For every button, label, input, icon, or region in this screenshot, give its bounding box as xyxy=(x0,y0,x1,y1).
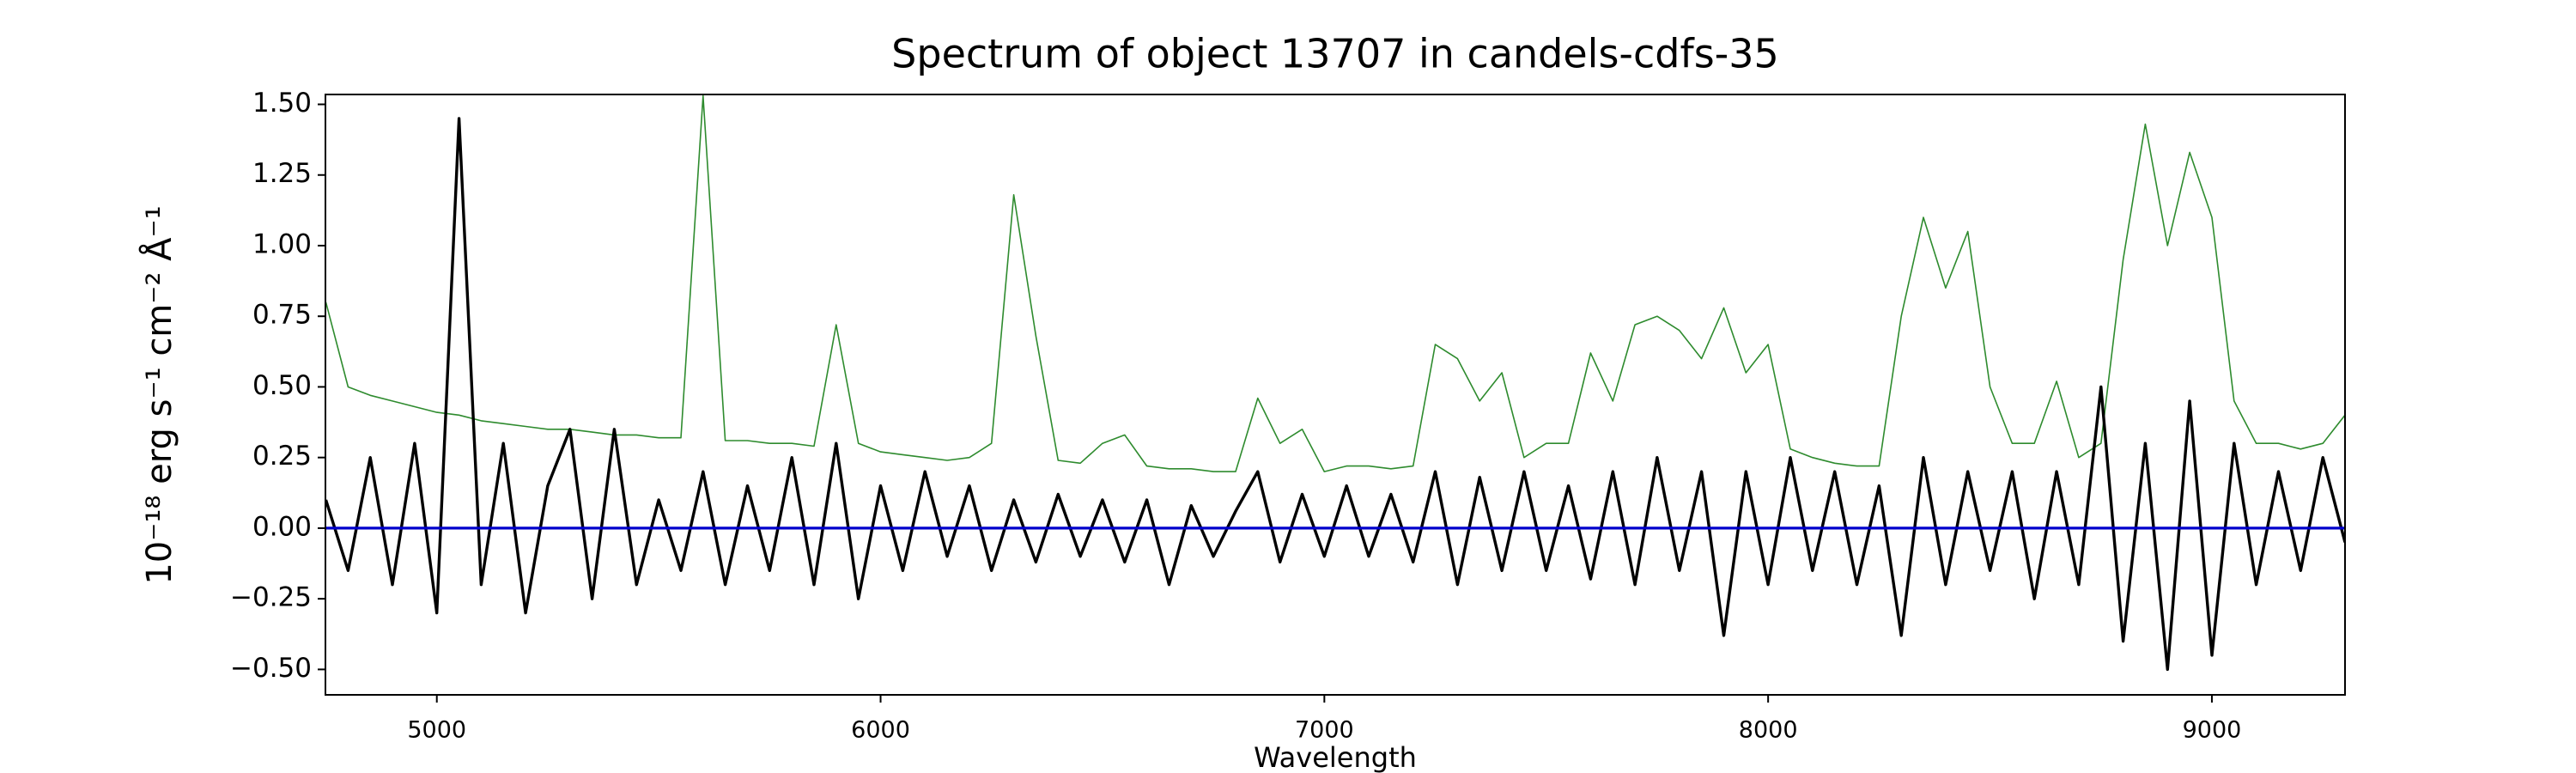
x-axis-label: Wavelength xyxy=(1254,741,1417,773)
chart-title: Spectrum of object 13707 in candels-cdfs… xyxy=(891,31,1779,77)
plot-area xyxy=(325,94,2345,672)
spectrum-line xyxy=(325,94,2345,472)
x-tick-label: 9000 xyxy=(2183,717,2242,744)
x-tick-label: 6000 xyxy=(851,717,910,744)
y-tick-label: −0.50 xyxy=(230,653,312,684)
y-tick-label: 0.00 xyxy=(252,511,312,542)
y-tick-label: 1.50 xyxy=(252,88,312,119)
y-tick-label: −0.25 xyxy=(230,582,312,613)
x-tick-label: 7000 xyxy=(1295,717,1354,744)
x-tick-label: 5000 xyxy=(407,717,466,744)
y-tick-label: 1.25 xyxy=(252,158,312,189)
x-tick-label: 8000 xyxy=(1739,717,1798,744)
plot-frame xyxy=(325,94,2346,696)
y-tick-label: 1.00 xyxy=(252,228,312,259)
y-axis-label: 10⁻¹⁸ erg s⁻¹ cm⁻² Å⁻¹ xyxy=(138,205,179,584)
y-tick-label: 0.50 xyxy=(252,370,312,401)
y-tick-label: 0.25 xyxy=(252,441,312,472)
y-tick-label: 0.75 xyxy=(252,300,312,331)
spectrum-line xyxy=(325,117,2345,672)
